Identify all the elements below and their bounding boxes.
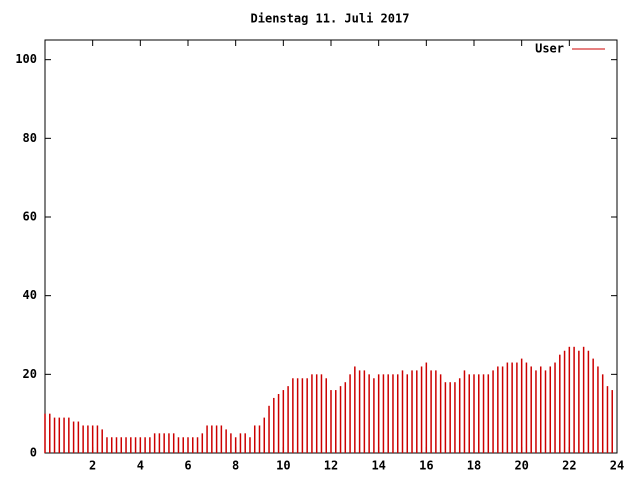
x-tick-label: 12 (324, 459, 338, 473)
y-tick-label: 100 (15, 52, 37, 66)
y-tick-label: 0 (30, 446, 37, 460)
x-tick-label: 8 (232, 459, 239, 473)
x-tick-label: 16 (419, 459, 433, 473)
x-tick-label: 4 (137, 459, 144, 473)
y-tick-label: 60 (23, 210, 37, 224)
x-tick-label: 24 (610, 459, 624, 473)
x-tick-label: 14 (371, 459, 385, 473)
x-tick-label: 20 (514, 459, 528, 473)
x-tick-label: 10 (276, 459, 290, 473)
y-tick-label: 80 (23, 131, 37, 145)
x-tick-label: 2 (89, 459, 96, 473)
x-tick-label: 6 (184, 459, 191, 473)
x-tick-label: 18 (467, 459, 481, 473)
x-tick-label: 22 (562, 459, 576, 473)
y-tick-label: 40 (23, 288, 37, 302)
legend-label: User (535, 42, 564, 56)
y-tick-label: 20 (23, 367, 37, 381)
chart-title: Dienstag 11. Juli 2017 (251, 12, 410, 26)
